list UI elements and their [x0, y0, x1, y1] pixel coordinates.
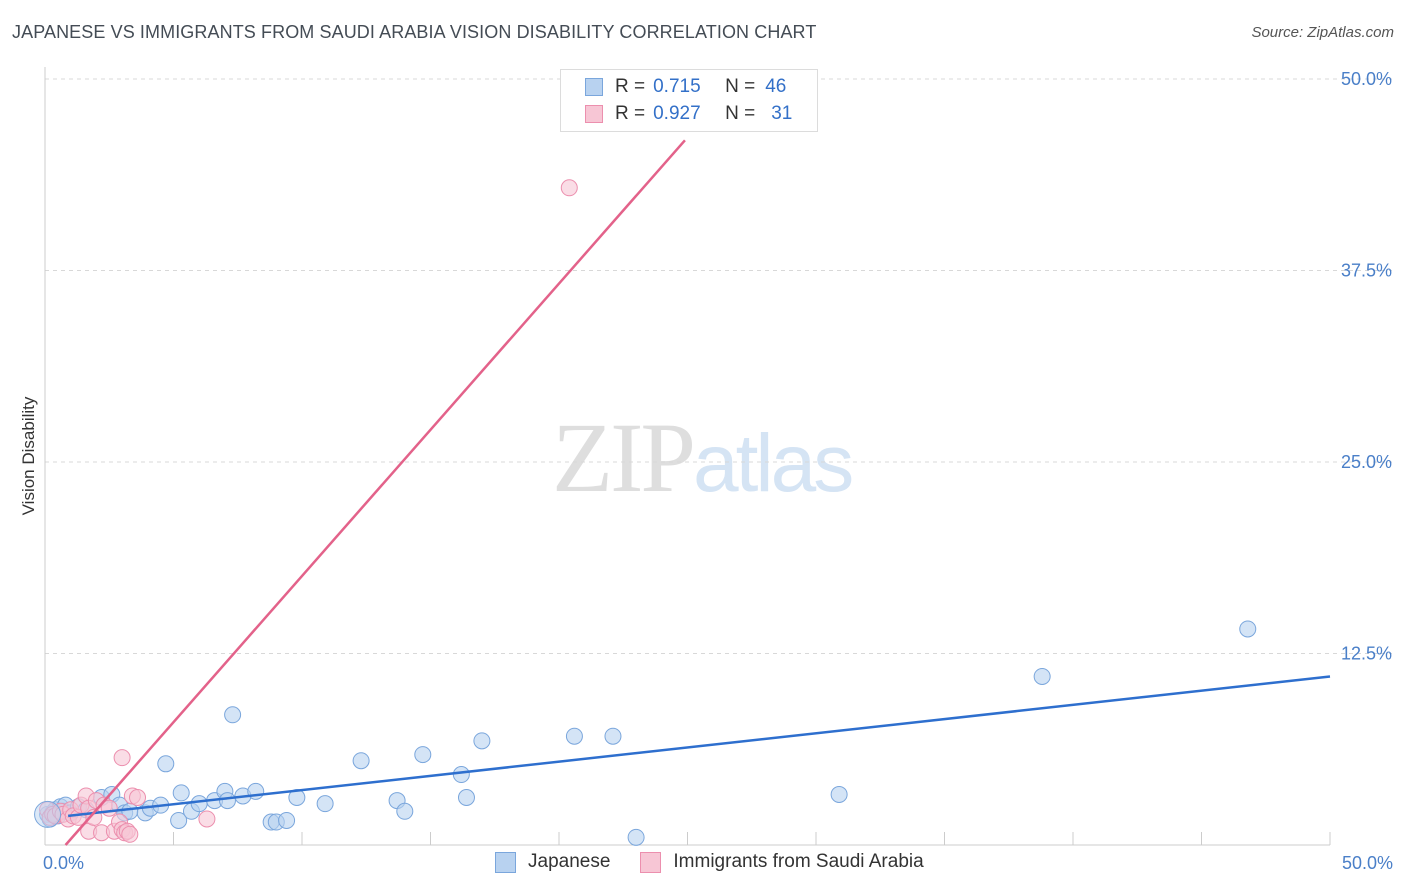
watermark: ZIPatlas [552, 400, 854, 515]
y-tick-label: 37.5% [1341, 261, 1392, 281]
bottom-legend-item-japanese[interactable]: Japanese [495, 851, 610, 873]
watermark-atlas: atlas [693, 418, 854, 509]
legend-row-japanese: R = 0.715 N = 46 [585, 75, 786, 99]
japanese-point [604, 727, 622, 745]
x-tick-label: 50.0% [1342, 853, 1393, 873]
saudi-trend-line [64, 139, 686, 846]
legend-r-value-saudi: 0.927 [653, 103, 701, 124]
bottom-legend-item-saudi[interactable]: Immigrants from Saudi Arabia [640, 851, 924, 873]
japanese-point [457, 789, 475, 807]
watermark-zip: ZIP [552, 402, 696, 513]
japanese-point [316, 795, 334, 813]
legend-n-value-saudi: 31 [771, 103, 793, 124]
y-axis-title: Vision Disability [19, 396, 38, 515]
bottom-legend-swatch-japanese [495, 851, 516, 873]
bottom-legend-label-japanese: Japanese [528, 851, 611, 872]
legend-n-value-japanese: 46 [765, 76, 787, 97]
japanese-point [627, 828, 645, 846]
legend-swatch-japanese [585, 78, 603, 96]
grid-layer [45, 78, 1392, 654]
label-layer: 12.5% 25.0% 37.5% 50.0% 0.0% 50.0% Vision Disa… [19, 69, 1393, 873]
bottom-legend: Japanese Immigrants from Saudi Arabia [495, 851, 954, 873]
trend-layer [64, 139, 1331, 846]
legend-row-saudi: R = 0.927 N = 31 [585, 102, 792, 126]
source-label: Source: ZipAtlas.com [1251, 24, 1394, 41]
legend-r-value-japanese: 0.715 [653, 76, 701, 97]
japanese-point [170, 811, 188, 829]
japanese-point [452, 766, 470, 784]
legend-n-label: N = [725, 76, 756, 97]
saudi-point [113, 749, 131, 767]
japanese-point [224, 706, 242, 724]
japanese-point [190, 795, 208, 813]
legend-n-label: N = [725, 103, 756, 124]
japanese-point [565, 727, 583, 745]
japanese-point [352, 752, 370, 770]
chart-title: JAPANESE VS IMMIGRANTS FROM SAUDI ARABIA… [12, 22, 817, 42]
japanese-point [172, 784, 190, 802]
legend-r-label: R = [615, 76, 646, 97]
points-layer [34, 179, 1257, 846]
japanese-trend-line [67, 675, 1331, 818]
japanese-point [157, 755, 175, 773]
saudi-point [198, 810, 216, 828]
stats-legend: R = 0.715 N = 46 R = 0.927 N = 31 [560, 69, 818, 132]
japanese-point [278, 811, 296, 829]
x-tick-label: 0.0% [43, 853, 84, 873]
japanese-point [830, 785, 848, 803]
legend-r-label: R = [615, 103, 646, 124]
bottom-legend-swatch-saudi [640, 851, 662, 873]
y-tick-label: 50.0% [1341, 69, 1392, 89]
japanese-point [1033, 667, 1051, 685]
legend-swatch-saudi [585, 105, 603, 123]
saudi-point [129, 789, 147, 807]
japanese-point [1239, 620, 1257, 638]
japanese-point [218, 792, 236, 810]
axis-layer [44, 67, 1331, 846]
saudi-point [560, 179, 578, 197]
saudi-point [121, 825, 139, 843]
japanese-point [34, 800, 62, 828]
y-tick-label: 25.0% [1341, 452, 1392, 472]
y-tick-label: 12.5% [1341, 644, 1392, 664]
bottom-legend-label-saudi: Immigrants from Saudi Arabia [673, 851, 924, 872]
japanese-point [473, 732, 491, 750]
japanese-point [396, 802, 414, 820]
japanese-point [414, 746, 432, 764]
